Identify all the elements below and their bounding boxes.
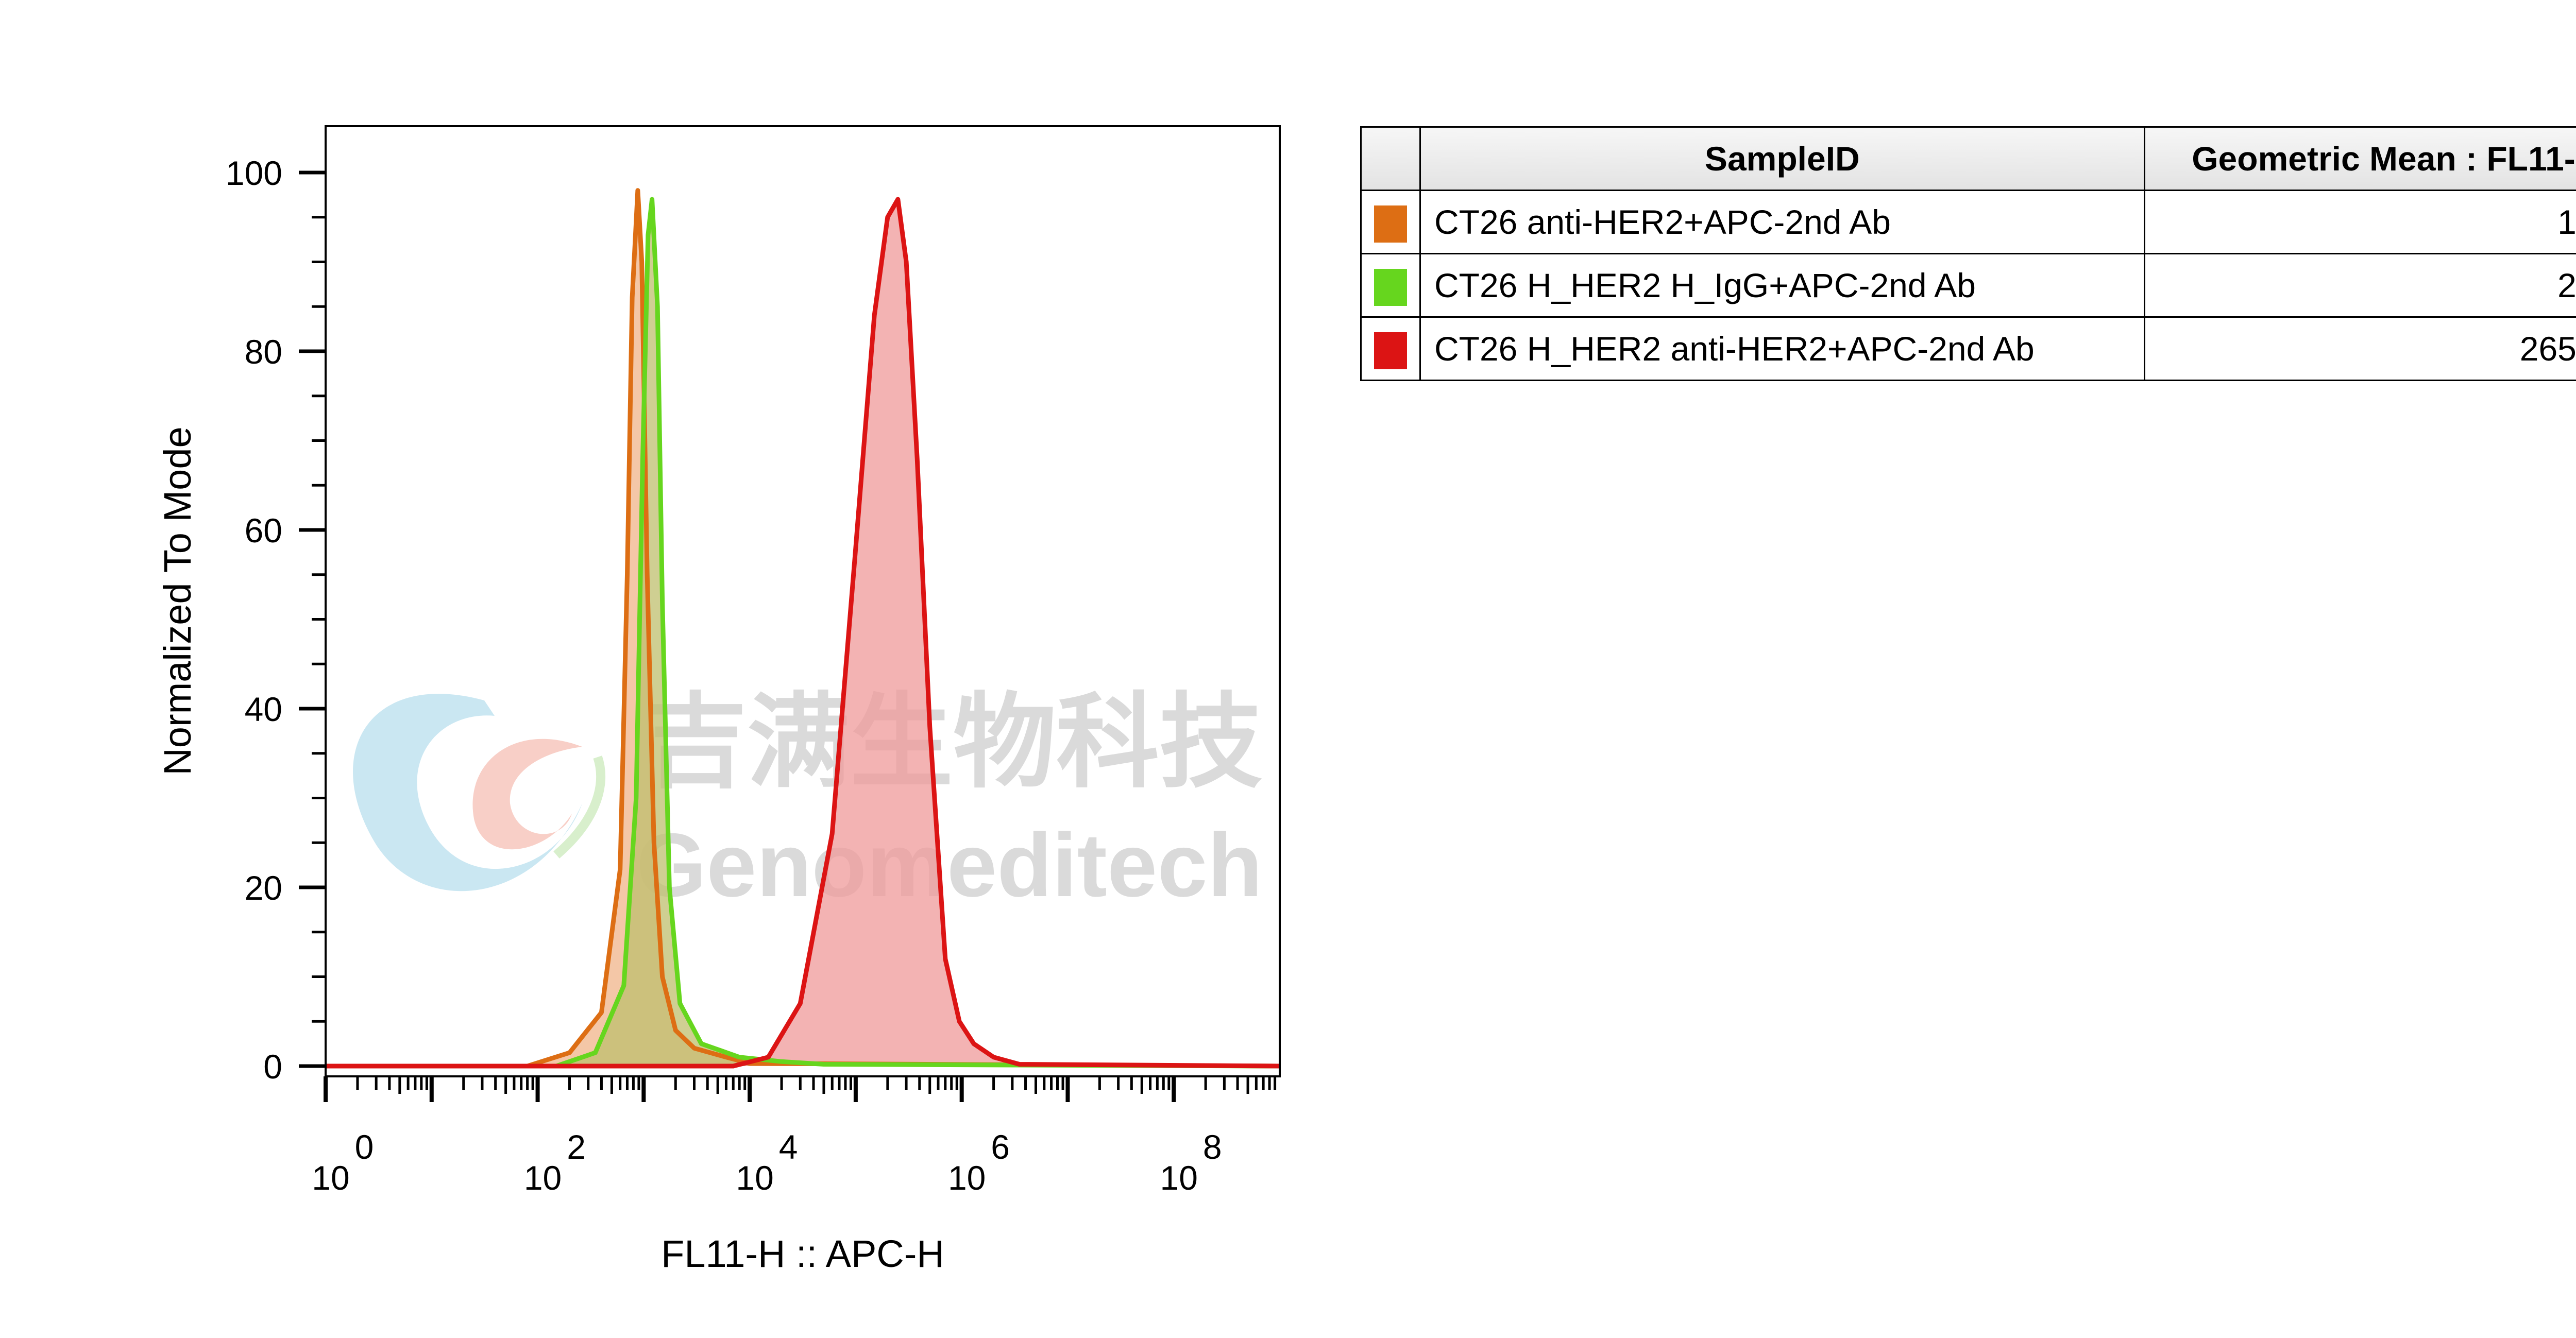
legend-swatch [1374, 205, 1407, 243]
histogram-area-1 [326, 190, 1280, 1067]
histogram-area-3 [326, 199, 1280, 1066]
sample-id-cell: CT26 H_HER2 H_IgG+APC-2nd Ab [1419, 253, 2145, 318]
legend-swatch [1374, 268, 1407, 306]
y-tick-label: 20 [245, 869, 282, 907]
x-tick-exponent: 2 [567, 1128, 586, 1166]
x-tick-label: 10 [524, 1159, 562, 1197]
x-tick-label: 10 [1160, 1159, 1198, 1197]
y-tick-label: 80 [245, 333, 282, 371]
histogram-line-1 [326, 188, 1280, 1069]
series-layer [326, 188, 1280, 1069]
plot-frame [325, 125, 1281, 1077]
gmean-cell: 2196 [2143, 253, 2576, 318]
y-tick-label: 40 [245, 690, 282, 728]
legend-swatch-cell [1360, 253, 1421, 318]
table-header-gmean: Geometric Mean : FL11-H [2143, 126, 2576, 191]
legend-swatch-cell [1360, 190, 1421, 254]
statistics-table: SampleID Geometric Mean : FL11-H CT26 an… [1360, 126, 2576, 381]
table-header-sampleid: SampleID [1419, 126, 2145, 191]
sample-id-cell: CT26 H_HER2 anti-HER2+APC-2nd Ab [1419, 316, 2145, 381]
x-tick-exponent: 4 [779, 1128, 798, 1166]
table-header-row: SampleID Geometric Mean : FL11-H [1360, 126, 2576, 191]
y-axis-label: Normalized To Mode [156, 426, 199, 775]
gmean-cell: 265250 [2143, 316, 2576, 381]
legend-swatch [1374, 332, 1407, 369]
x-tick-label: 10 [948, 1159, 986, 1197]
histogram-line-2 [326, 197, 1280, 1069]
y-tick-label: 0 [263, 1048, 282, 1086]
legend-swatch-cell [1360, 316, 1421, 381]
x-axis-label: FL11-H :: APC-H [661, 1232, 944, 1275]
y-tick-label: 60 [245, 511, 282, 550]
histogram-area-2 [326, 199, 1280, 1066]
gmean-cell: 1778 [2143, 190, 2576, 254]
y-tick-label: 100 [226, 154, 282, 192]
histogram-chart: 吉满生物科技 Genomeditech 02040608010010010210… [156, 125, 1281, 1275]
x-tick-label: 10 [312, 1159, 349, 1197]
histogram-line-3 [326, 197, 1280, 1069]
watermark-cn: 吉满生物科技 [644, 685, 1262, 800]
table-header-color [1360, 126, 1421, 191]
x-tick-exponent: 8 [1203, 1128, 1222, 1166]
watermark-logo: 吉满生物科技 Genomeditech [353, 685, 1263, 916]
table-row: CT26 H_HER2 anti-HER2+APC-2nd Ab 265250 [1360, 316, 2576, 381]
table-row: CT26 H_HER2 H_IgG+APC-2nd Ab 2196 [1360, 253, 2576, 318]
watermark-en: Genomeditech [636, 815, 1263, 916]
x-tick-exponent: 6 [991, 1128, 1010, 1166]
table-row: CT26 anti-HER2+APC-2nd Ab 1778 [1360, 190, 2576, 254]
x-tick-exponent: 0 [355, 1128, 374, 1166]
sample-id-cell: CT26 anti-HER2+APC-2nd Ab [1419, 190, 2145, 254]
x-tick-label: 10 [736, 1159, 773, 1197]
